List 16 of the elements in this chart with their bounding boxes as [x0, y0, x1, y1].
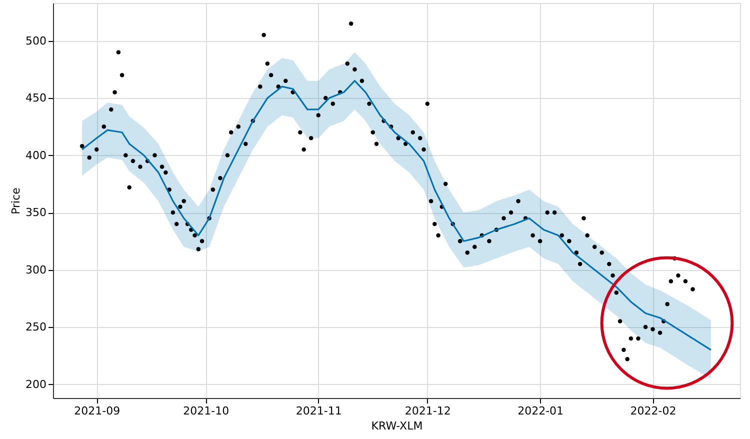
y-tick-label: 500 [26, 34, 46, 48]
line-series [81, 80, 712, 351]
x-tick-label: 2021-12 [404, 404, 451, 418]
y-tick-label: 200 [26, 378, 46, 391]
y-axis-title: Price [10, 187, 23, 214]
y-tick-label: 350 [26, 206, 46, 220]
x-tick-label: 2021-09 [74, 404, 120, 418]
x-tick-label: 2022-01 [518, 404, 564, 418]
y-tick-label: 450 [26, 92, 46, 105]
y-tick-label: 250 [26, 320, 46, 334]
y-tick-label: 300 [26, 263, 46, 276]
x-tick-label: 2021-10 [183, 404, 230, 418]
x-tick-label: 2021-11 [296, 404, 342, 418]
x-axis-title: KRW-XLM [371, 420, 423, 432]
x-tick-label: 2022-02 [630, 404, 676, 418]
y-tick-label: 400 [26, 148, 46, 162]
